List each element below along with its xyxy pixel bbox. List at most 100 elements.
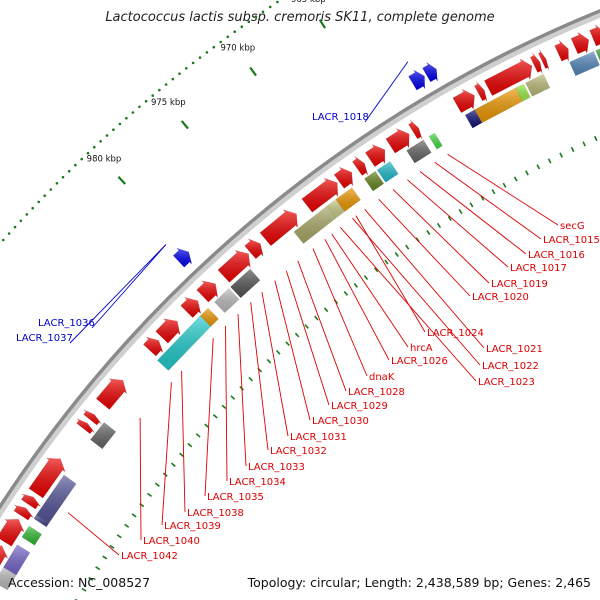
gene-shade — [569, 51, 600, 76]
label-leader — [237, 313, 247, 467]
inner-ring-tick — [469, 202, 474, 208]
ring-dot — [80, 157, 83, 161]
label-leader — [204, 338, 214, 497]
scale-tick — [117, 175, 127, 185]
label-leaders — [67, 61, 559, 556]
inner-ring-tick — [582, 141, 586, 147]
ring-dot — [276, 0, 279, 4]
ring-dot — [158, 88, 161, 92]
accession-text: Accession: NC_008527 — [8, 575, 151, 590]
ring-dot — [219, 40, 222, 44]
gene-shade — [180, 297, 201, 318]
gene-shade — [589, 24, 600, 47]
ring-dot — [86, 151, 90, 155]
gene-shade — [406, 139, 432, 164]
gene-label: LACR_1019 — [491, 279, 548, 290]
ring-dot — [112, 128, 115, 131]
inner-ring-tick — [363, 275, 369, 281]
label-leader — [67, 512, 120, 556]
label-leader — [331, 233, 409, 348]
ring-dot — [144, 99, 148, 103]
gene-shade — [352, 156, 368, 176]
ring-dot — [268, 5, 272, 9]
gene-label: LACR_1016 — [528, 250, 585, 261]
scale-tick-label: 975 kbp — [151, 98, 186, 108]
ring-dot — [164, 83, 168, 86]
gene-label: LACR_1039 — [164, 521, 221, 532]
inner-ring-tick — [81, 587, 87, 592]
gene-shade — [96, 378, 127, 410]
gene-shade — [214, 288, 240, 313]
ring-dot — [74, 163, 77, 167]
gene-shade — [408, 119, 423, 140]
backbone-shadow — [0, 10, 600, 519]
inner-ring-tick — [343, 290, 349, 296]
gene-label: LACR_1036 — [38, 318, 95, 329]
scale-tick — [318, 19, 327, 29]
label-leader — [261, 292, 289, 437]
inner-ring-tick — [525, 170, 529, 176]
ring-dot — [55, 182, 59, 185]
inner-ring-tick — [195, 433, 201, 438]
gene-shade — [157, 315, 211, 371]
inner-ring-tick — [109, 544, 115, 549]
gene-shade — [474, 81, 488, 102]
inner-ring-tick — [102, 555, 108, 560]
inner-ring-tick — [594, 135, 598, 142]
label-leader — [352, 217, 481, 366]
label-leader — [139, 417, 142, 541]
ring-dot — [198, 56, 202, 59]
ring-dot — [61, 175, 65, 179]
inner-ring-tick — [547, 158, 552, 164]
gene-shade — [230, 269, 261, 298]
gene-shade — [21, 526, 42, 546]
genome-backbone — [0, 8, 600, 510]
gene-shade — [515, 83, 531, 102]
gene-shade — [408, 69, 425, 91]
gene-shade — [335, 187, 361, 212]
gene-label: LACR_1020 — [472, 292, 529, 303]
label-leader — [355, 215, 426, 333]
gene-label: hrcA — [410, 343, 433, 354]
gene-shade — [90, 422, 116, 449]
scale-tick-label: 980 kbp — [87, 154, 122, 164]
ring-dot — [13, 225, 17, 229]
gene-label: LACR_1018 — [312, 112, 369, 123]
inner-ring-tick — [384, 259, 389, 265]
ring-dot — [99, 140, 102, 143]
ring-dot — [226, 35, 229, 39]
ring-dot — [49, 188, 53, 191]
label-leader — [274, 280, 311, 421]
gene-shade — [452, 89, 475, 113]
gene-label: LACR_1034 — [229, 477, 286, 488]
inner-ring-tick — [394, 252, 399, 258]
gene-shade — [525, 74, 550, 97]
gene-shade — [326, 199, 345, 219]
label-leader — [339, 227, 477, 382]
inner-ring-tick — [170, 462, 176, 467]
gene-shade — [28, 458, 66, 499]
inner-ring-tick — [536, 164, 541, 170]
gene-label: dnaK — [369, 372, 395, 383]
inner-ring-tick — [458, 209, 463, 215]
gene-shade — [530, 52, 543, 74]
gene-shade — [259, 209, 298, 246]
ring-dot — [43, 194, 46, 197]
inner-ring-tick — [570, 146, 575, 153]
gene-shade — [377, 161, 399, 183]
label-leader — [378, 198, 471, 297]
map-title: Lactococcus lactis subsp. cremoris SK11,… — [105, 10, 495, 25]
ring-dot — [118, 122, 122, 126]
gene-shade — [0, 545, 8, 566]
gene-shade — [3, 544, 30, 575]
inner-ring-tick — [179, 452, 184, 458]
gene-shade — [484, 58, 532, 96]
gene-label: LACR_1028 — [348, 387, 405, 398]
gene-shade — [571, 32, 589, 54]
label-leader — [225, 325, 228, 482]
gene-shade — [301, 178, 338, 213]
ring-dot — [138, 105, 141, 109]
inner-ring-tick — [314, 315, 319, 321]
